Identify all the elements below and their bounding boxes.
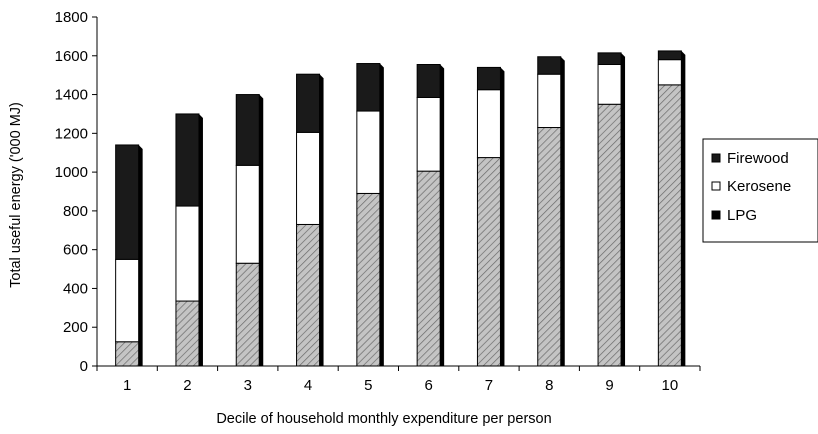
y-tick-label: 200 xyxy=(63,319,88,336)
bar-segment-kerosene xyxy=(115,258,140,343)
x-tick-label: 9 xyxy=(605,377,613,394)
bar-segment-firewood xyxy=(416,64,441,98)
bar-segment-firewood xyxy=(175,113,200,207)
bar-shadow xyxy=(138,144,143,366)
bar-segment-kerosene xyxy=(657,59,682,86)
x-tick-label: 10 xyxy=(662,377,679,394)
bar-segment-kerosene xyxy=(235,164,260,264)
x-tick-label: 5 xyxy=(364,377,372,394)
bar-shadow xyxy=(259,94,264,367)
bar-segment-firewood xyxy=(657,50,682,61)
bar-shadow xyxy=(379,63,384,367)
legend: Firewood Kerosene LPG xyxy=(702,138,818,243)
bar-segment-firewood xyxy=(115,144,140,260)
x-tick-label: 1 xyxy=(123,377,131,394)
bar-shadow xyxy=(500,67,505,367)
y-axis-title: Total useful energy ('000 MJ) xyxy=(8,102,24,288)
y-tick-label: 1400 xyxy=(55,87,88,104)
legend-swatch-kerosene xyxy=(711,181,721,191)
x-tick-label: 2 xyxy=(183,377,191,394)
bar-segment-lpg xyxy=(657,84,682,367)
x-tick-label: 7 xyxy=(485,377,493,394)
bar-segment-lpg xyxy=(296,223,321,367)
y-tick-label: 1600 xyxy=(55,48,88,65)
y-tick-label: 0 xyxy=(80,358,88,375)
y-tick-label: 400 xyxy=(63,280,88,297)
bar-shadow xyxy=(198,113,203,366)
bar-shadow xyxy=(560,56,565,366)
bar-segment-lpg xyxy=(476,157,501,367)
bar-segment-firewood xyxy=(296,73,321,133)
bar-segment-kerosene xyxy=(356,110,381,194)
bar-segment-firewood xyxy=(356,63,381,112)
bar-segment-lpg xyxy=(537,127,562,367)
legend-label: Firewood xyxy=(727,150,789,167)
y-tick-label: 1000 xyxy=(55,164,88,181)
bar-shadow xyxy=(681,50,686,367)
legend-label: Kerosene xyxy=(727,178,791,195)
bar-shadow xyxy=(319,74,324,367)
legend-swatch-lpg xyxy=(711,210,721,220)
bar-segment-kerosene xyxy=(175,205,200,302)
bar-segment-lpg xyxy=(356,192,381,367)
legend-swatch-firewood xyxy=(711,153,721,163)
y-tick-label: 1200 xyxy=(55,125,88,142)
x-tick-label: 8 xyxy=(545,377,553,394)
bar-segment-lpg xyxy=(235,262,260,367)
bar-segment-firewood xyxy=(537,56,562,75)
bar-segment-lpg xyxy=(416,170,441,367)
bar-segment-kerosene xyxy=(597,64,622,105)
legend-label: LPG xyxy=(727,207,757,224)
bar-segment-kerosene xyxy=(416,96,441,172)
bar-segment-firewood xyxy=(235,94,260,166)
bar-segment-lpg xyxy=(115,341,140,367)
bar-segment-firewood xyxy=(597,52,622,66)
x-tick-label: 4 xyxy=(304,377,312,394)
x-axis-title: Decile of household monthly expenditure … xyxy=(216,411,551,427)
bars-group xyxy=(115,50,686,367)
bar-segment-firewood xyxy=(476,66,501,91)
bar-shadow xyxy=(440,64,445,366)
bar-shadow xyxy=(621,52,626,366)
bar-segment-kerosene xyxy=(296,131,321,225)
x-tick-label: 3 xyxy=(244,377,252,394)
y-tick-label: 1800 xyxy=(55,9,88,26)
legend-box xyxy=(702,138,818,243)
bar-segment-lpg xyxy=(175,300,200,367)
axes-group: 0 200 400 600 800 1000 1200 1400 1600 1800 1 2 3 4 5 6 7… xyxy=(55,9,701,394)
y-tick-label: 800 xyxy=(63,203,88,220)
bar-segment-kerosene xyxy=(476,89,501,159)
bar-segment-lpg xyxy=(597,103,622,367)
x-tick-label: 6 xyxy=(424,377,432,394)
y-tick-label: 600 xyxy=(63,242,88,259)
bar-segment-kerosene xyxy=(537,73,562,129)
